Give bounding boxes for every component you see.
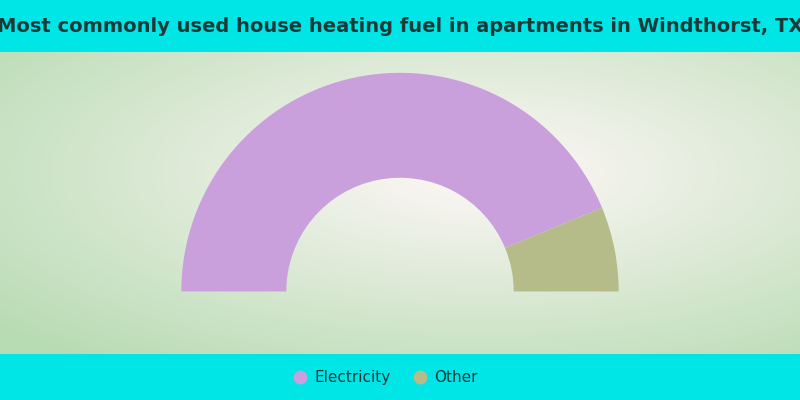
Bar <box>0 354 800 400</box>
Bar <box>0 284 800 288</box>
Bar <box>0 274 800 278</box>
Bar <box>0 304 800 309</box>
Text: City-Data.com: City-Data.com <box>627 82 717 94</box>
Bar <box>0 278 800 284</box>
Bar <box>0 138 800 143</box>
Bar <box>0 264 800 268</box>
Bar <box>0 107 800 112</box>
Bar <box>0 82 800 87</box>
Bar <box>0 102 800 107</box>
Bar <box>0 52 800 57</box>
Bar <box>0 163 800 168</box>
Bar <box>0 118 800 122</box>
Text: Electricity: Electricity <box>314 370 390 385</box>
Bar <box>0 77 800 82</box>
Bar <box>0 112 800 118</box>
Bar <box>0 87 800 92</box>
Bar <box>0 299 800 304</box>
Bar <box>0 97 800 102</box>
Bar <box>0 158 800 163</box>
Bar <box>0 349 800 354</box>
Bar <box>0 67 800 72</box>
Bar <box>0 243 800 248</box>
Bar <box>0 122 800 128</box>
Bar <box>0 142 800 148</box>
Bar <box>0 268 800 274</box>
Bar <box>0 92 800 97</box>
Bar <box>0 309 800 314</box>
Bar <box>0 178 800 183</box>
Bar <box>0 344 800 349</box>
Bar <box>0 248 800 253</box>
Bar <box>0 183 800 188</box>
Bar <box>0 253 800 258</box>
Bar <box>0 62 800 67</box>
Bar <box>0 132 800 138</box>
Bar <box>0 153 800 158</box>
Wedge shape <box>182 73 602 292</box>
Bar <box>0 314 800 319</box>
Bar <box>0 334 800 339</box>
Bar <box>0 203 800 208</box>
Bar <box>0 324 800 329</box>
Bar <box>0 0 800 52</box>
Bar <box>0 238 800 243</box>
Bar <box>0 339 800 344</box>
Bar <box>0 193 800 198</box>
Bar <box>0 288 800 294</box>
Bar <box>0 228 800 233</box>
Bar <box>0 294 800 299</box>
Bar <box>0 223 800 228</box>
Bar <box>0 258 800 264</box>
Text: Other: Other <box>434 370 478 385</box>
Bar <box>0 168 800 173</box>
Bar <box>0 198 800 203</box>
Bar <box>0 218 800 223</box>
Bar <box>0 208 800 213</box>
Bar <box>0 319 800 324</box>
Bar <box>0 213 800 218</box>
Bar <box>0 72 800 77</box>
Bar <box>0 233 800 238</box>
Text: Most commonly used house heating fuel in apartments in Windthorst, TX: Most commonly used house heating fuel in… <box>0 16 800 36</box>
Bar <box>0 173 800 178</box>
Bar <box>0 329 800 334</box>
Bar <box>0 57 800 62</box>
Bar <box>0 148 800 153</box>
Bar <box>0 188 800 193</box>
Wedge shape <box>505 208 618 292</box>
Bar <box>0 128 800 132</box>
